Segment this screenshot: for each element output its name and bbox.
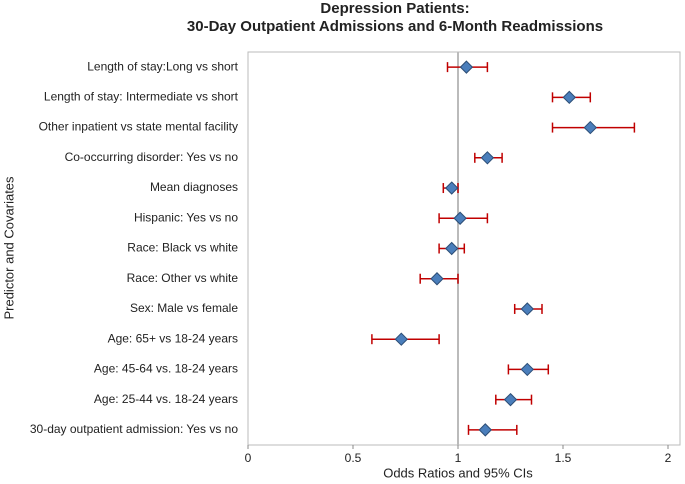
y-tick-label: Sex: Male vs female bbox=[130, 301, 238, 315]
x-tick-label: 2 bbox=[665, 451, 672, 465]
point-estimate bbox=[459, 60, 474, 74]
x-axis-title: Odds Ratios and 95% CIs bbox=[383, 465, 533, 480]
point-estimate bbox=[444, 181, 459, 195]
point-estimate bbox=[394, 332, 409, 346]
point-estimate bbox=[430, 272, 444, 286]
point-estimate bbox=[520, 362, 535, 377]
y-tick-label: Age: 45-64 vs. 18-24 years bbox=[94, 362, 238, 376]
y-tick-label: Length of stay: Intermediate vs short bbox=[44, 90, 239, 104]
y-tick-label: Mean diagnoses bbox=[150, 180, 238, 194]
plot-frame bbox=[247, 51, 681, 446]
y-tick-label: Length of stay:Long vs short bbox=[87, 59, 238, 73]
y-tick-label: 30-day outpatient admission: Yes vs no bbox=[30, 422, 238, 436]
y-axis-title: Predictor and Covariates bbox=[1, 176, 16, 320]
x-tick-label: 1 bbox=[455, 451, 462, 465]
point-estimate bbox=[562, 90, 577, 105]
y-tick-label: Co-occurring disorder: Yes vs no bbox=[65, 150, 239, 164]
chart-title: Depression Patients: bbox=[320, 0, 469, 17]
point-estimate bbox=[503, 392, 518, 407]
point-estimate bbox=[520, 302, 535, 316]
point-estimate bbox=[478, 423, 493, 437]
y-tick-label: Age: 65+ vs 18-24 years bbox=[108, 331, 238, 345]
point-estimate bbox=[480, 151, 495, 165]
y-tick-label: Race: Black vs white bbox=[127, 241, 238, 255]
y-tick-label: Hispanic: Yes vs no bbox=[134, 210, 238, 224]
y-tick-label: Race: Other vs white bbox=[127, 271, 239, 285]
point-estimate bbox=[444, 241, 459, 256]
x-tick-label: 0 bbox=[245, 451, 252, 465]
x-tick-label: 0.5 bbox=[345, 451, 362, 465]
y-tick-label: Age: 25-44 vs. 18-24 years bbox=[94, 392, 238, 406]
y-tick-label: Other inpatient vs state mental facility bbox=[39, 120, 238, 134]
point-estimate bbox=[583, 120, 598, 135]
x-tick-label: 1.5 bbox=[555, 451, 572, 465]
point-estimate bbox=[453, 211, 467, 225]
chart-subtitle: 30-Day Outpatient Admissions and 6-Month… bbox=[187, 18, 603, 35]
